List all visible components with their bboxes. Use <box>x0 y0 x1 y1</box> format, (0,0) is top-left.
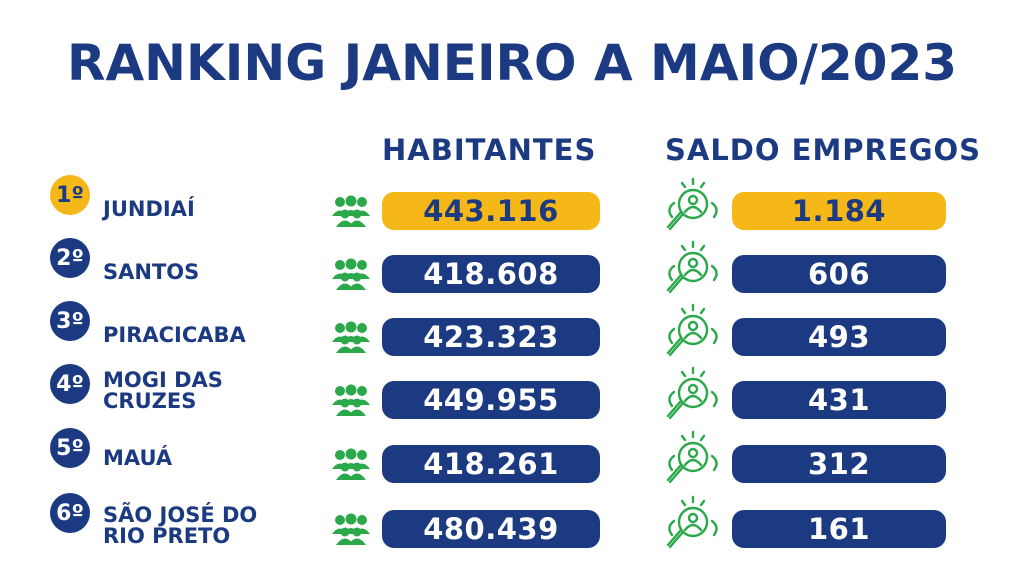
rank-badge: 3º <box>50 301 90 341</box>
search-person-icon <box>666 240 718 294</box>
ranking-row: 5º MAUÁ 418.261 312 <box>0 428 1024 488</box>
search-person-icon <box>666 177 718 231</box>
people-group-icon <box>332 384 370 416</box>
city-name: SANTOS <box>103 260 200 284</box>
people-group-icon <box>332 321 370 353</box>
search-person-icon <box>666 303 718 357</box>
people-group-icon <box>332 195 370 227</box>
saldo-empregos-value: 161 <box>732 510 946 548</box>
people-group-icon <box>332 448 370 480</box>
city-name: JUNDIAÍ <box>103 197 195 221</box>
saldo-empregos-value: 606 <box>732 255 946 293</box>
ranking-row: 3º PIRACICABA 423.323 493 <box>0 301 1024 361</box>
saldo-empregos-value: 493 <box>732 318 946 356</box>
people-group-icon <box>332 513 370 545</box>
city-name: PIRACICABA <box>103 323 246 347</box>
habitantes-value: 418.261 <box>382 445 600 483</box>
column-header-habitantes: HABITANTES <box>382 133 597 167</box>
saldo-empregos-value: 431 <box>732 381 946 419</box>
rank-badge: 4º <box>50 364 90 404</box>
search-person-icon <box>666 366 718 420</box>
rank-badge: 6º <box>50 493 90 533</box>
city-name: MOGI DAS CRUZES <box>103 368 223 413</box>
rank-badge: 5º <box>50 428 90 468</box>
habitantes-value: 480.439 <box>382 510 600 548</box>
rank-badge: 2º <box>50 238 90 278</box>
city-name: MAUÁ <box>103 446 173 470</box>
saldo-empregos-value: 312 <box>732 445 946 483</box>
rank-badge: 1º <box>50 175 90 215</box>
search-person-icon <box>666 495 718 549</box>
ranking-row: 6º SÃO JOSÉ DO RIO PRETO 480.439 161 <box>0 493 1024 553</box>
habitantes-value: 449.955 <box>382 381 600 419</box>
ranking-row: 1º JUNDIAÍ 443.116 1.184 <box>0 175 1024 235</box>
ranking-row: 2º SANTOS 418.608 606 <box>0 238 1024 298</box>
city-name: SÃO JOSÉ DO RIO PRETO <box>103 503 258 548</box>
column-header-saldo-empregos: SALDO EMPREGOS <box>665 133 982 167</box>
habitantes-value: 418.608 <box>382 255 600 293</box>
habitantes-value: 423.323 <box>382 318 600 356</box>
ranking-row: 4º MOGI DAS CRUZES 449.955 431 <box>0 364 1024 424</box>
people-group-icon <box>332 258 370 290</box>
page-title: RANKING JANEIRO A MAIO/2023 <box>66 34 958 92</box>
habitantes-value: 443.116 <box>382 192 600 230</box>
saldo-empregos-value: 1.184 <box>732 192 946 230</box>
search-person-icon <box>666 430 718 484</box>
